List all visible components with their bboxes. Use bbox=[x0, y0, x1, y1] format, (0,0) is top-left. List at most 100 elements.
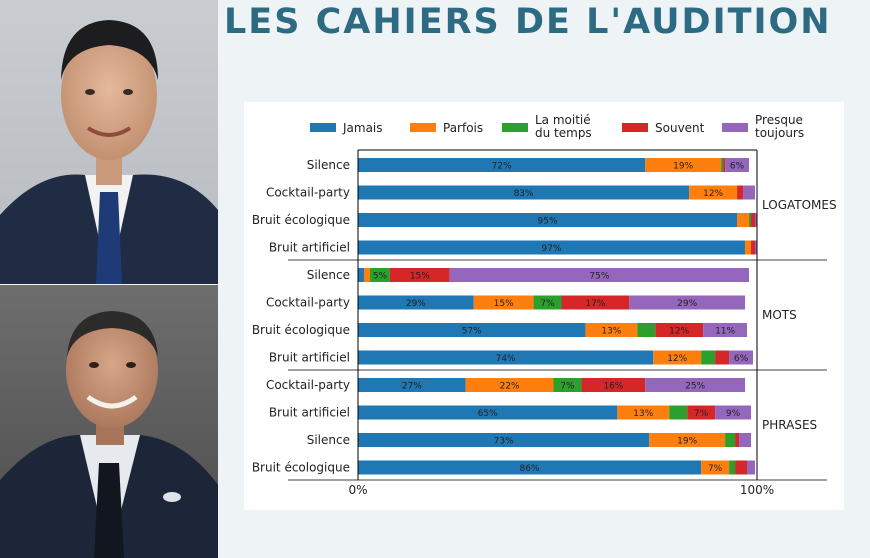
x-tick-label-2: 100% bbox=[740, 483, 774, 497]
bar-segment-logatomes-bruit-ecologique-jamais bbox=[358, 213, 738, 227]
bar-segment-logatomes-cocktail-party-souvent bbox=[737, 185, 744, 200]
category-label-bruit-artificiel: Bruit artificiel bbox=[269, 351, 350, 365]
data-label-phrases-cocktail-party-presque-toujours: 25% bbox=[685, 382, 705, 392]
category-label-bruit-ecologique: Bruit écologique bbox=[252, 461, 350, 475]
portrait-bottom-tie bbox=[94, 463, 124, 558]
bar-segment-phrases-silence-la-moitie-du-temps bbox=[725, 433, 736, 447]
bar-segment-phrases-silence-jamais bbox=[358, 433, 650, 447]
bar-segment-mots-bruit-artificiel-jamais bbox=[358, 350, 654, 365]
bar-segment-mots-cocktail-party-jamais bbox=[358, 295, 474, 310]
legend-swatch-parfois bbox=[410, 123, 436, 132]
bar-segment-logatomes-silence-parfois bbox=[645, 158, 722, 172]
data-label-mots-cocktail-party-parfois: 15% bbox=[494, 299, 514, 309]
category-label-silence: Silence bbox=[307, 433, 350, 447]
bar-segment-mots-bruit-ecologique-parfois bbox=[585, 323, 638, 337]
legend-swatch-souvent bbox=[622, 123, 648, 132]
data-label-mots-bruit-artificiel-jamais: 74% bbox=[496, 354, 516, 364]
bar-segment-mots-bruit-artificiel-la-moitie-du-temps bbox=[701, 350, 716, 365]
bar-segment-logatomes-silence-la-moitie-du-temps bbox=[721, 158, 724, 172]
bar-segment-phrases-bruit-artificiel-jamais bbox=[358, 405, 618, 420]
bar-segment-mots-silence-presque-toujours bbox=[449, 268, 750, 282]
data-label-logatomes-silence-parfois: 19% bbox=[673, 162, 693, 172]
data-label-mots-bruit-ecologique-parfois: 13% bbox=[601, 327, 621, 337]
bar-segment-mots-bruit-artificiel-parfois bbox=[653, 350, 702, 365]
bar-segment-phrases-bruit-artificiel-presque-toujours bbox=[715, 405, 752, 420]
bar-segment-logatomes-bruit-artificiel-parfois bbox=[745, 240, 752, 255]
legend-label-la-moitie-du-temps-line-2: du temps bbox=[535, 126, 592, 140]
bar-segment-logatomes-bruit-ecologique-presque-toujours bbox=[755, 213, 757, 227]
bar-segment-logatomes-bruit-artificiel-souvent bbox=[751, 240, 756, 255]
data-label-phrases-bruit-ecologique-parfois: 7% bbox=[708, 464, 723, 474]
bar-segment-phrases-bruit-ecologique-jamais bbox=[358, 460, 702, 475]
legend-label-souvent: Souvent bbox=[655, 121, 705, 135]
data-label-phrases-silence-jamais: 73% bbox=[494, 437, 514, 447]
chart-card: Jamais Parfois La moitié du temps Souvent Pre… bbox=[244, 102, 844, 510]
bar-segment-mots-cocktail-party-parfois bbox=[473, 295, 534, 310]
data-label-logatomes-bruit-artificiel-jamais: 97% bbox=[542, 244, 562, 254]
chart-axes: LOGATOMES MOTS PHRASES 0% 100% bbox=[288, 149, 837, 497]
category-label-bruit-ecologique: Bruit écologique bbox=[252, 213, 350, 227]
data-label-mots-silence-presque-toujours: 75% bbox=[589, 272, 609, 282]
bar-segment-mots-silence-jamais bbox=[358, 268, 364, 282]
x-tick-label-1: 0% bbox=[348, 483, 367, 497]
legend-label-jamais: Jamais bbox=[342, 121, 383, 135]
category-label-silence: Silence bbox=[307, 268, 350, 282]
data-label-phrases-bruit-artificiel-parfois: 13% bbox=[633, 409, 653, 419]
data-label-logatomes-silence-presque-toujours: 6% bbox=[730, 162, 745, 172]
bar-segment-mots-bruit-ecologique-souvent bbox=[655, 323, 704, 337]
data-label-phrases-cocktail-party-la-moitie-du-temps: 7% bbox=[560, 382, 575, 392]
data-label-mots-silence-souvent: 15% bbox=[410, 272, 430, 282]
bar-segment-phrases-cocktail-party-presque-toujours bbox=[645, 378, 746, 392]
category-label-cocktail-party: Cocktail-party bbox=[266, 378, 350, 392]
bar-segment-phrases-bruit-ecologique-souvent bbox=[735, 460, 748, 475]
bar-segment-logatomes-bruit-ecologique-parfois bbox=[737, 213, 750, 227]
category-label-bruit-artificiel: Bruit artificiel bbox=[269, 406, 350, 420]
bar-segment-mots-cocktail-party-presque-toujours bbox=[629, 295, 746, 310]
legend-label-parfois: Parfois bbox=[443, 121, 483, 135]
category-label-bruit-artificiel: Bruit artificiel bbox=[269, 241, 350, 255]
bar-segment-mots-bruit-ecologique-jamais bbox=[358, 323, 586, 337]
bar-segment-logatomes-silence-presque-toujours bbox=[725, 158, 750, 172]
bar-segment-logatomes-silence-jamais bbox=[358, 158, 646, 172]
portrait-photo-bottom bbox=[0, 285, 218, 558]
legend-swatch-la-moitie-du-temps bbox=[502, 123, 528, 132]
bar-segment-mots-bruit-ecologique-presque-toujours bbox=[703, 323, 748, 337]
bar-segment-mots-silence-souvent bbox=[389, 268, 450, 282]
category-label-cocktail-party: Cocktail-party bbox=[266, 296, 350, 310]
category-label-bruit-ecologique: Bruit écologique bbox=[252, 323, 350, 337]
bar-segment-phrases-cocktail-party-la-moitie-du-temps bbox=[553, 378, 582, 392]
bar-segment-phrases-bruit-artificiel-la-moitie-du-temps bbox=[669, 405, 688, 420]
bar-segment-logatomes-cocktail-party-jamais bbox=[358, 185, 690, 200]
bar-segment-logatomes-bruit-artificiel-presque-toujours bbox=[755, 240, 757, 255]
bar-segment-phrases-bruit-ecologique-presque-toujours bbox=[747, 460, 756, 475]
data-label-logatomes-bruit-ecologique-jamais: 95% bbox=[538, 217, 558, 227]
data-label-phrases-cocktail-party-souvent: 16% bbox=[603, 382, 623, 392]
bar-segment-mots-silence-la-moitie-du-temps bbox=[369, 268, 390, 282]
group-label-logatomes: LOGATOMES bbox=[762, 198, 837, 212]
bar-segment-phrases-bruit-artificiel-souvent bbox=[687, 405, 716, 420]
portrait-photo-top bbox=[0, 0, 218, 284]
bar-segment-logatomes-silence-souvent bbox=[723, 158, 726, 172]
bar-segment-logatomes-bruit-ecologique-souvent bbox=[751, 213, 756, 227]
bar-segment-mots-silence-parfois bbox=[363, 268, 370, 282]
data-label-logatomes-cocktail-party-parfois: 12% bbox=[703, 189, 723, 199]
bar-segment-phrases-cocktail-party-parfois bbox=[465, 378, 554, 392]
bar-segment-mots-cocktail-party-la-moitie-du-temps bbox=[533, 295, 562, 310]
data-label-phrases-cocktail-party-jamais: 27% bbox=[402, 382, 422, 392]
chart-bars: Silence 72% 19% 6% Cocktail-party 83% 12% Bruit… bbox=[252, 158, 757, 475]
bar-segment-phrases-bruit-artificiel-parfois bbox=[617, 405, 670, 420]
data-label-mots-bruit-ecologique-jamais: 57% bbox=[462, 327, 482, 337]
data-label-mots-cocktail-party-presque-toujours: 29% bbox=[677, 299, 697, 309]
group-label-mots: MOTS bbox=[762, 308, 797, 322]
data-label-mots-cocktail-party-souvent: 17% bbox=[585, 299, 605, 309]
data-label-phrases-bruit-artificiel-jamais: 65% bbox=[478, 409, 498, 419]
bar-segment-logatomes-bruit-artificiel-jamais bbox=[358, 240, 746, 255]
data-label-phrases-bruit-artificiel-presque-toujours: 9% bbox=[726, 409, 741, 419]
data-label-phrases-cocktail-party-parfois: 22% bbox=[500, 382, 520, 392]
bar-segment-mots-bruit-artificiel-presque-toujours bbox=[729, 350, 754, 365]
bar-segment-mots-cocktail-party-souvent bbox=[561, 295, 630, 310]
bar-segment-mots-bruit-artificiel-souvent bbox=[715, 350, 730, 365]
data-label-phrases-bruit-artificiel-souvent: 7% bbox=[694, 409, 709, 419]
